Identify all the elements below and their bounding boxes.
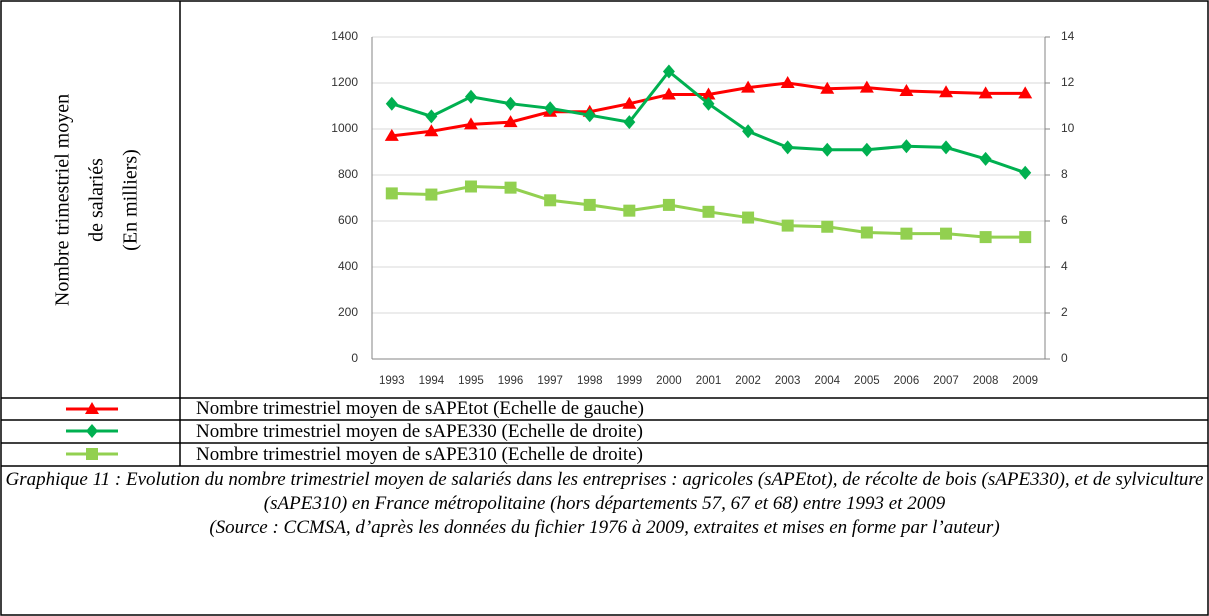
- data-point: [623, 204, 636, 217]
- data-point: [662, 198, 675, 211]
- data-point: [385, 96, 398, 111]
- data-point: [860, 142, 873, 157]
- x-tick-label: 2006: [894, 375, 920, 387]
- data-point: [504, 96, 517, 111]
- x-tick-label: 2000: [656, 375, 682, 387]
- data-point: [1019, 231, 1032, 244]
- data-point: [821, 220, 834, 233]
- data-point: [702, 205, 715, 218]
- x-tick-label: 1996: [498, 375, 524, 387]
- data-point: [939, 85, 954, 98]
- x-tick-label: 1994: [419, 375, 445, 387]
- x-tick-label: 2002: [735, 375, 761, 387]
- data-point: [583, 108, 596, 123]
- data-point: [781, 140, 794, 155]
- data-point: [622, 96, 637, 109]
- data-point: [464, 180, 477, 193]
- data-point: [623, 115, 636, 130]
- y-tick-label: 200: [338, 305, 358, 319]
- data-point: [820, 81, 835, 94]
- legend-text: Nombre trimestriel moyen de sAPEtot (Ech…: [196, 398, 644, 419]
- y2-tick-label: 14: [1061, 29, 1075, 43]
- data-point: [780, 76, 795, 88]
- y-axis-label-line: (En milliers): [120, 149, 142, 251]
- data-point: [978, 86, 993, 99]
- data-point: [662, 64, 675, 79]
- data-point: [384, 128, 399, 141]
- data-point: [583, 198, 596, 211]
- legend-marker: [85, 402, 99, 414]
- data-point: [463, 117, 478, 130]
- data-point: [940, 227, 953, 240]
- data-point: [900, 227, 913, 240]
- data-point: [385, 187, 398, 200]
- legend-text: Nombre trimestriel moyen de sAPE310 (Ech…: [196, 444, 643, 465]
- y-axis-label-line: de salariés: [86, 158, 108, 242]
- data-point: [979, 151, 992, 166]
- data-point: [504, 181, 517, 194]
- data-point: [940, 140, 953, 155]
- y-tick-label: 0: [351, 351, 358, 365]
- x-tick-label: 1995: [458, 375, 484, 387]
- x-tick-label: 2001: [696, 375, 722, 387]
- data-point: [979, 231, 992, 244]
- x-tick-label: 2007: [933, 375, 959, 387]
- data-point: [425, 109, 438, 124]
- data-point: [742, 211, 755, 224]
- x-tick-label: 2003: [775, 375, 801, 387]
- data-point: [661, 87, 676, 100]
- data-point: [860, 226, 873, 239]
- data-point: [425, 188, 438, 201]
- caption-text: Graphique 11 : Evolution du nombre trime…: [5, 469, 1204, 514]
- y2-tick-label: 6: [1061, 213, 1068, 227]
- data-point: [781, 219, 794, 232]
- data-point: [859, 80, 874, 93]
- x-tick-label: 2005: [854, 375, 880, 387]
- y2-tick-label: 12: [1061, 75, 1075, 89]
- y-tick-label: 600: [338, 213, 358, 227]
- data-point: [899, 84, 914, 97]
- data-point: [544, 194, 557, 207]
- y2-tick-label: 2: [1061, 305, 1068, 319]
- x-tick-label: 1999: [617, 375, 643, 387]
- x-tick-label: 1997: [537, 375, 563, 387]
- y-tick-label: 1400: [331, 29, 358, 43]
- y-tick-label: 400: [338, 259, 358, 273]
- y-tick-label: 1200: [331, 75, 358, 89]
- legend-text: Nombre trimestriel moyen de sAPE330 (Ech…: [196, 421, 643, 442]
- x-tick-label: 2004: [814, 375, 840, 387]
- data-point: [701, 87, 716, 100]
- y2-tick-label: 8: [1061, 167, 1068, 181]
- data-point: [424, 124, 439, 137]
- y-tick-label: 1000: [331, 121, 358, 135]
- data-point: [544, 101, 557, 116]
- y-axis-label-line: Nombre trimestriel moyen: [52, 94, 74, 306]
- x-tick-label: 2008: [973, 375, 999, 387]
- data-point: [742, 124, 755, 139]
- y2-tick-label: 0: [1061, 351, 1068, 365]
- legend-marker: [86, 424, 98, 438]
- x-tick-label: 2009: [1012, 375, 1038, 387]
- x-tick-label: 1993: [379, 375, 405, 387]
- y2-tick-label: 10: [1061, 121, 1075, 135]
- data-point: [741, 80, 756, 93]
- data-point: [503, 115, 518, 128]
- x-tick-label: 1998: [577, 375, 603, 387]
- data-point: [821, 142, 834, 157]
- y-tick-label: 800: [338, 167, 358, 181]
- data-point: [702, 96, 715, 111]
- y-axis-label: Nombre trimestriel moyen de salariés (En m…: [52, 94, 142, 306]
- source-text: (Source : CCMSA, d’après les données du …: [209, 517, 1000, 538]
- caption: Graphique 11 : Evolution du nombre trime…: [0, 468, 1209, 540]
- data-point: [1019, 165, 1032, 180]
- legend-marker: [86, 448, 98, 460]
- data-point: [1018, 86, 1033, 99]
- y2-tick-label: 4: [1061, 259, 1068, 273]
- data-point: [464, 89, 477, 104]
- data-point: [900, 139, 913, 154]
